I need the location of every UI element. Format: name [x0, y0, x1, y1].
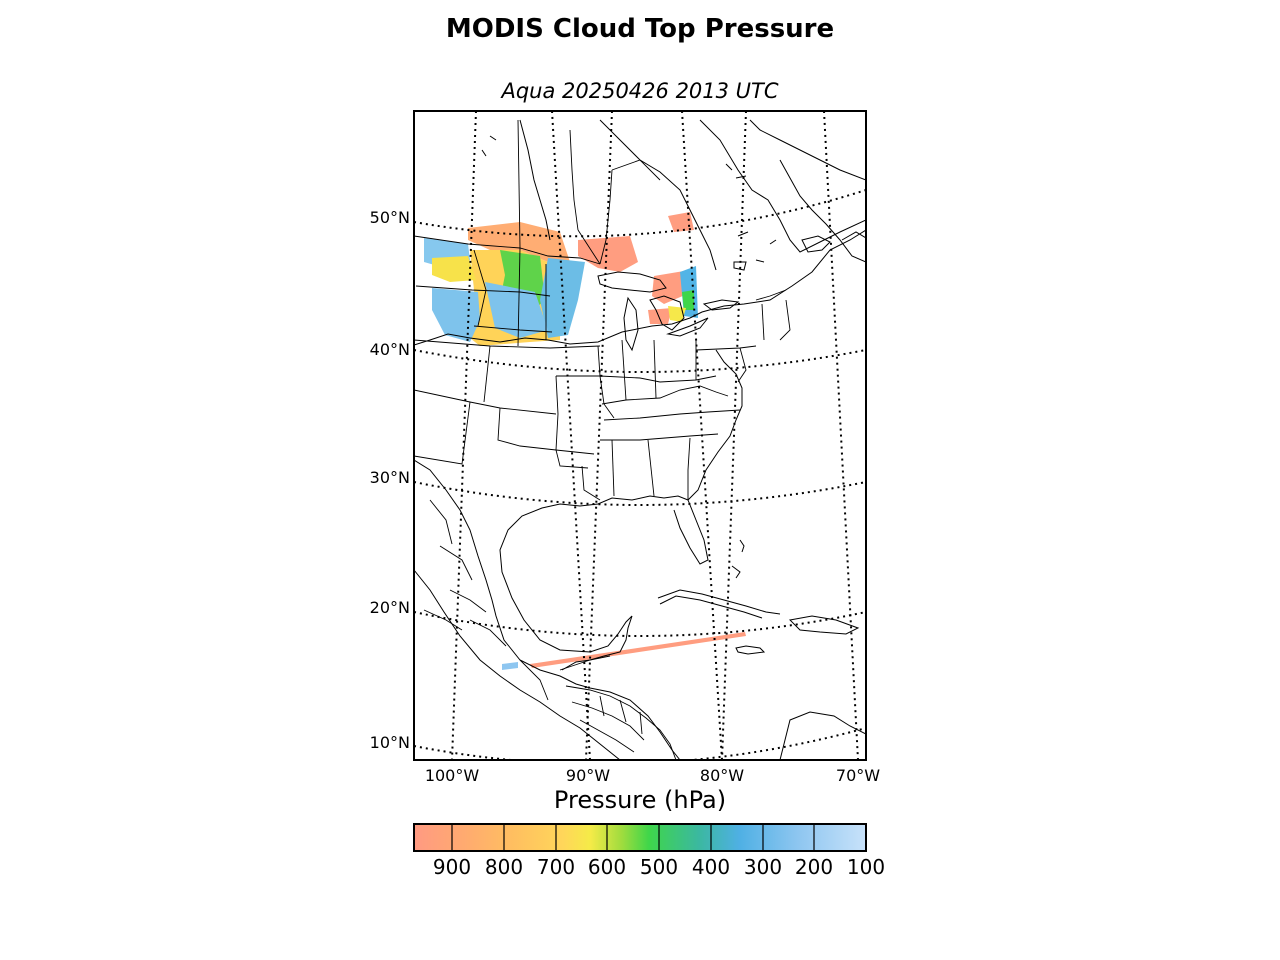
swath-yellow-nw: [432, 256, 476, 282]
colorbar-tick-400: 400: [691, 855, 731, 879]
colorbar-label: Pressure (hPa): [553, 786, 727, 814]
colorbar-tick-900: 900: [432, 855, 472, 879]
graticule: [414, 111, 866, 760]
colorbar-frame: [413, 823, 867, 852]
map-frame: [413, 110, 867, 761]
colorbar-ticks: [451, 824, 815, 851]
swath-blue-west: [432, 288, 480, 342]
lat-label-50n: 50°N: [369, 208, 410, 227]
swath-salmon-mi: [648, 308, 672, 324]
colorbar-tick-100: 100: [846, 855, 886, 879]
swath-salmon-tiny: [668, 212, 694, 232]
swath-orange-north: [468, 222, 570, 262]
colorbar-tick-200: 200: [794, 855, 834, 879]
swath-caribbean-strip: [530, 632, 746, 668]
lat-label-20n: 20°N: [369, 598, 410, 617]
lon-label-100w: 100°W: [424, 766, 480, 785]
lat-label-30n: 30°N: [369, 468, 410, 487]
map-content: [414, 111, 866, 760]
lon-label-70w: 70°W: [835, 766, 881, 785]
chart-title: MODIS Cloud Top Pressure: [445, 14, 835, 44]
colorbar-tick-500: 500: [639, 855, 679, 879]
colorbar: [413, 823, 867, 852]
swath-green-ont: [682, 290, 694, 310]
colorbar-gradient: [414, 824, 866, 851]
lat-label-40n: 40°N: [369, 340, 410, 359]
colorbar-tick-600: 600: [587, 855, 627, 879]
swath-blue-center: [485, 282, 548, 338]
state-borders: [414, 119, 791, 760]
cloud-swath: [424, 212, 746, 670]
chart-subtitle: Aqua 20250426 2013 UTC: [501, 79, 779, 103]
lon-label-80w: 80°W: [699, 766, 745, 785]
lat-label-10n: 10°N: [369, 733, 410, 752]
swath-caribbean-blue: [502, 662, 518, 670]
swath-salmon-canada: [578, 236, 638, 272]
great-lakes: [597, 271, 740, 352]
colorbar-tick-700: 700: [536, 855, 576, 879]
colorbar-tick-300: 300: [743, 855, 783, 879]
lon-label-90w: 90°W: [565, 766, 611, 785]
coastlines: [414, 119, 866, 760]
colorbar-tick-800: 800: [484, 855, 524, 879]
